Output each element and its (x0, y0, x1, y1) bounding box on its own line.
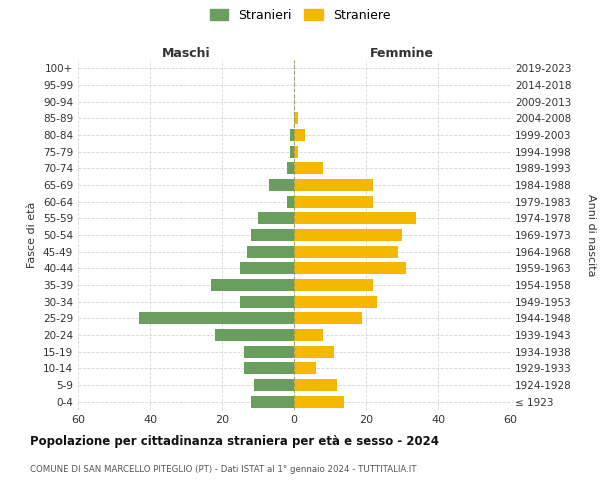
Bar (294, 396, 344, 407)
Y-axis label: Fasce di età: Fasce di età (28, 202, 37, 268)
Bar (247, 246, 294, 258)
Y-axis label: Anni di nascita: Anni di nascita (586, 194, 596, 276)
Text: Maschi: Maschi (161, 47, 211, 60)
Text: Popolazione per cittadinanza straniera per età e sesso - 2024: Popolazione per cittadinanza straniera p… (30, 435, 439, 448)
Bar (294, 229, 402, 241)
Bar (244, 346, 294, 358)
Bar (211, 279, 294, 291)
Bar (294, 379, 337, 391)
Bar (258, 212, 294, 224)
Bar (215, 329, 294, 341)
Bar (287, 196, 294, 207)
Text: COMUNE DI SAN MARCELLO PITEGLIO (PT) - Dati ISTAT al 1° gennaio 2024 - TUTTITALI: COMUNE DI SAN MARCELLO PITEGLIO (PT) - D… (30, 465, 416, 474)
Bar (294, 362, 316, 374)
Bar (294, 129, 305, 141)
Bar (294, 296, 377, 308)
Bar (294, 312, 362, 324)
Bar (287, 162, 294, 174)
Bar (290, 146, 294, 158)
Bar (294, 262, 406, 274)
Bar (269, 179, 294, 191)
Bar (240, 296, 294, 308)
Bar (294, 146, 298, 158)
Legend: Stranieri, Straniere: Stranieri, Straniere (209, 8, 391, 22)
Bar (251, 229, 294, 241)
Bar (294, 179, 373, 191)
Bar (294, 246, 398, 258)
Bar (294, 279, 373, 291)
Bar (294, 112, 298, 124)
Bar (294, 329, 323, 341)
Bar (139, 312, 294, 324)
Bar (240, 262, 294, 274)
Text: Femmine: Femmine (370, 47, 434, 60)
Bar (294, 196, 373, 207)
Bar (294, 346, 334, 358)
Bar (294, 162, 323, 174)
Bar (251, 396, 294, 407)
Bar (294, 212, 416, 224)
Bar (290, 129, 294, 141)
Bar (244, 362, 294, 374)
Bar (254, 379, 294, 391)
